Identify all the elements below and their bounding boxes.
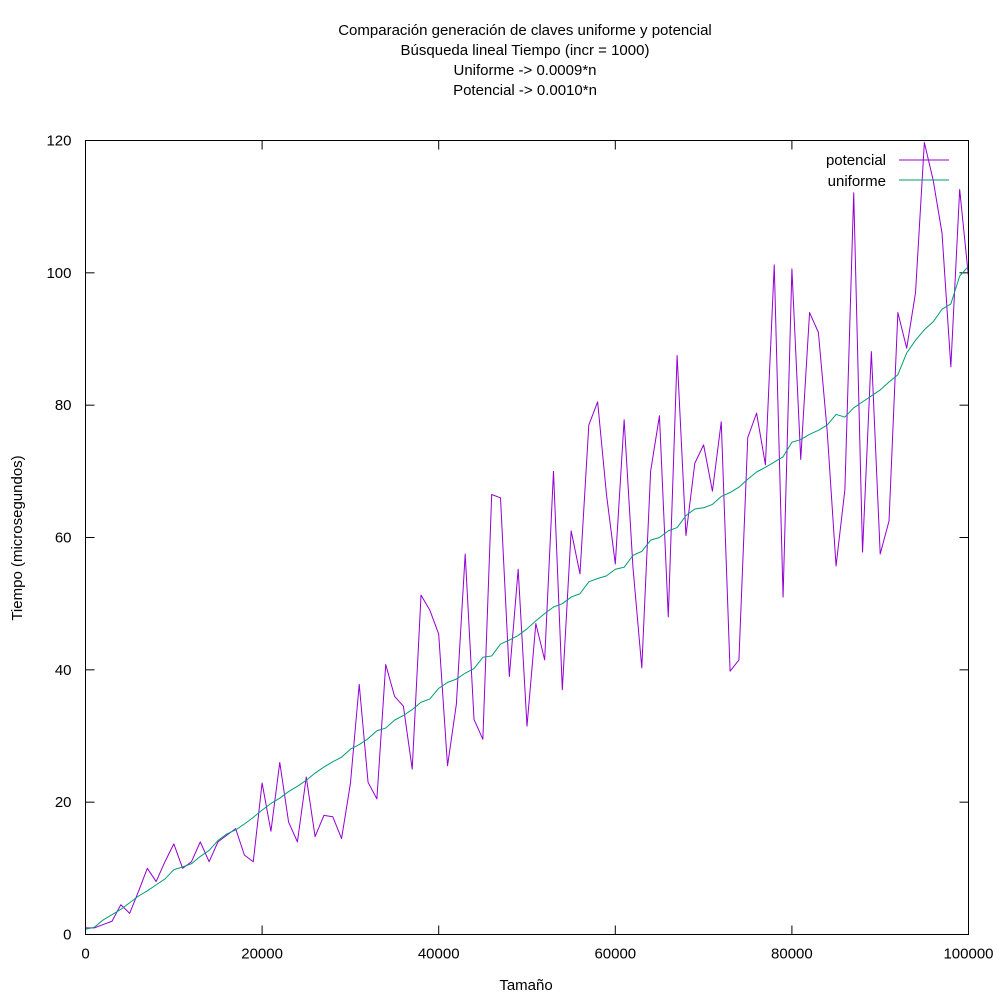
legend-label-potencial: potencial — [826, 152, 886, 169]
chart-title-line-1: Comparación generación de claves uniform… — [338, 22, 712, 39]
x-axis-label: Tamaño — [499, 977, 552, 994]
plot-frame — [85, 140, 969, 935]
series-line-potencial — [85, 141, 969, 929]
x-tick-label: 60000 — [594, 946, 636, 963]
chart-title-line-3: Uniforme -> 0.0009*n — [454, 62, 597, 79]
x-tick-label: 20000 — [241, 946, 283, 963]
y-tick-label: 120 — [46, 133, 71, 150]
axis-tick-labels: 0 20000 40000 60000 80000 100000 0 20 40 60 80 100 1… — [46, 133, 993, 963]
y-tick-label: 60 — [55, 530, 72, 547]
y-axis-label: Tiempo (microsegundos) — [9, 455, 26, 620]
legend-label-uniforme: uniforme — [828, 173, 886, 190]
chart-title-line-4: Potencial -> 0.0010*n — [453, 82, 597, 99]
x-tick-label: 0 — [81, 946, 89, 963]
x-tick-label: 80000 — [771, 946, 813, 963]
chart-title-line-2: Búsqueda lineal Tiempo (incr = 1000) — [401, 42, 650, 59]
y-tick-label: 100 — [46, 265, 71, 282]
x-tick-label: 100000 — [943, 946, 993, 963]
series-line-uniforme — [85, 265, 969, 930]
legend: potencial uniforme — [826, 152, 949, 190]
y-tick-label: 40 — [55, 662, 72, 679]
y-tick-label: 20 — [55, 794, 72, 811]
chart-title: Comparación generación de claves uniform… — [338, 22, 712, 99]
x-tick-label: 40000 — [418, 946, 460, 963]
series-lines — [85, 141, 969, 930]
y-tick-label: 0 — [63, 927, 71, 944]
y-tick-label: 80 — [55, 397, 72, 414]
axis-ticks — [85, 140, 969, 935]
